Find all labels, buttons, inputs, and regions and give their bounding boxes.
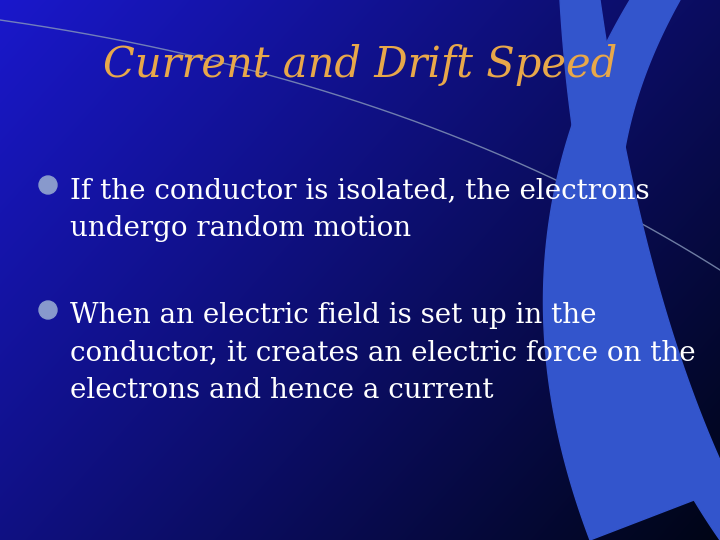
Polygon shape — [560, 0, 720, 540]
Polygon shape — [544, 0, 720, 540]
Circle shape — [39, 176, 57, 194]
Text: If the conductor is isolated, the electrons
undergo random motion: If the conductor is isolated, the electr… — [70, 177, 649, 241]
Circle shape — [39, 301, 57, 319]
Text: When an electric field is set up in the
conductor, it creates an electric force : When an electric field is set up in the … — [70, 302, 696, 404]
Text: Current and Drift Speed: Current and Drift Speed — [103, 44, 617, 86]
